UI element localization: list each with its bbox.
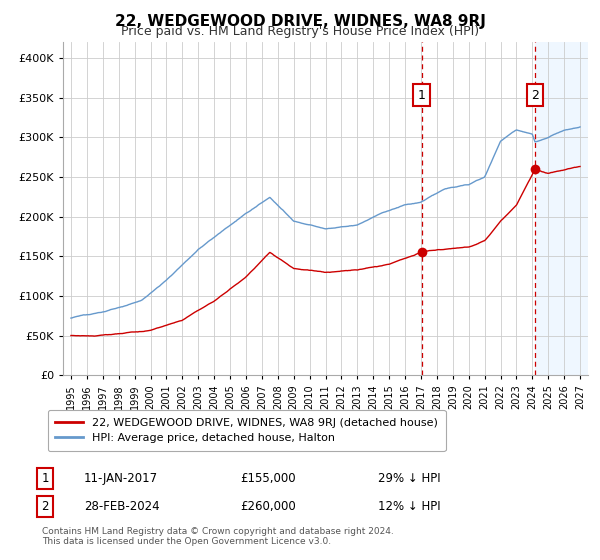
- Text: Contains HM Land Registry data © Crown copyright and database right 2024.
This d: Contains HM Land Registry data © Crown c…: [42, 526, 394, 546]
- Text: Price paid vs. HM Land Registry's House Price Index (HPI): Price paid vs. HM Land Registry's House …: [121, 25, 479, 38]
- Text: 28-FEB-2024: 28-FEB-2024: [84, 500, 160, 514]
- Text: 22, WEDGEWOOD DRIVE, WIDNES, WA8 9RJ: 22, WEDGEWOOD DRIVE, WIDNES, WA8 9RJ: [115, 14, 485, 29]
- Text: 29% ↓ HPI: 29% ↓ HPI: [378, 472, 440, 486]
- Text: 1: 1: [418, 89, 425, 102]
- Text: 2: 2: [531, 89, 539, 102]
- Text: 12% ↓ HPI: 12% ↓ HPI: [378, 500, 440, 514]
- Text: £260,000: £260,000: [240, 500, 296, 514]
- Text: 2: 2: [41, 500, 49, 514]
- Text: 1: 1: [41, 472, 49, 486]
- Text: 11-JAN-2017: 11-JAN-2017: [84, 472, 158, 486]
- Legend: 22, WEDGEWOOD DRIVE, WIDNES, WA8 9RJ (detached house), HPI: Average price, detac: 22, WEDGEWOOD DRIVE, WIDNES, WA8 9RJ (de…: [47, 410, 446, 451]
- Bar: [535, 42, 588, 375]
- Text: £155,000: £155,000: [240, 472, 296, 486]
